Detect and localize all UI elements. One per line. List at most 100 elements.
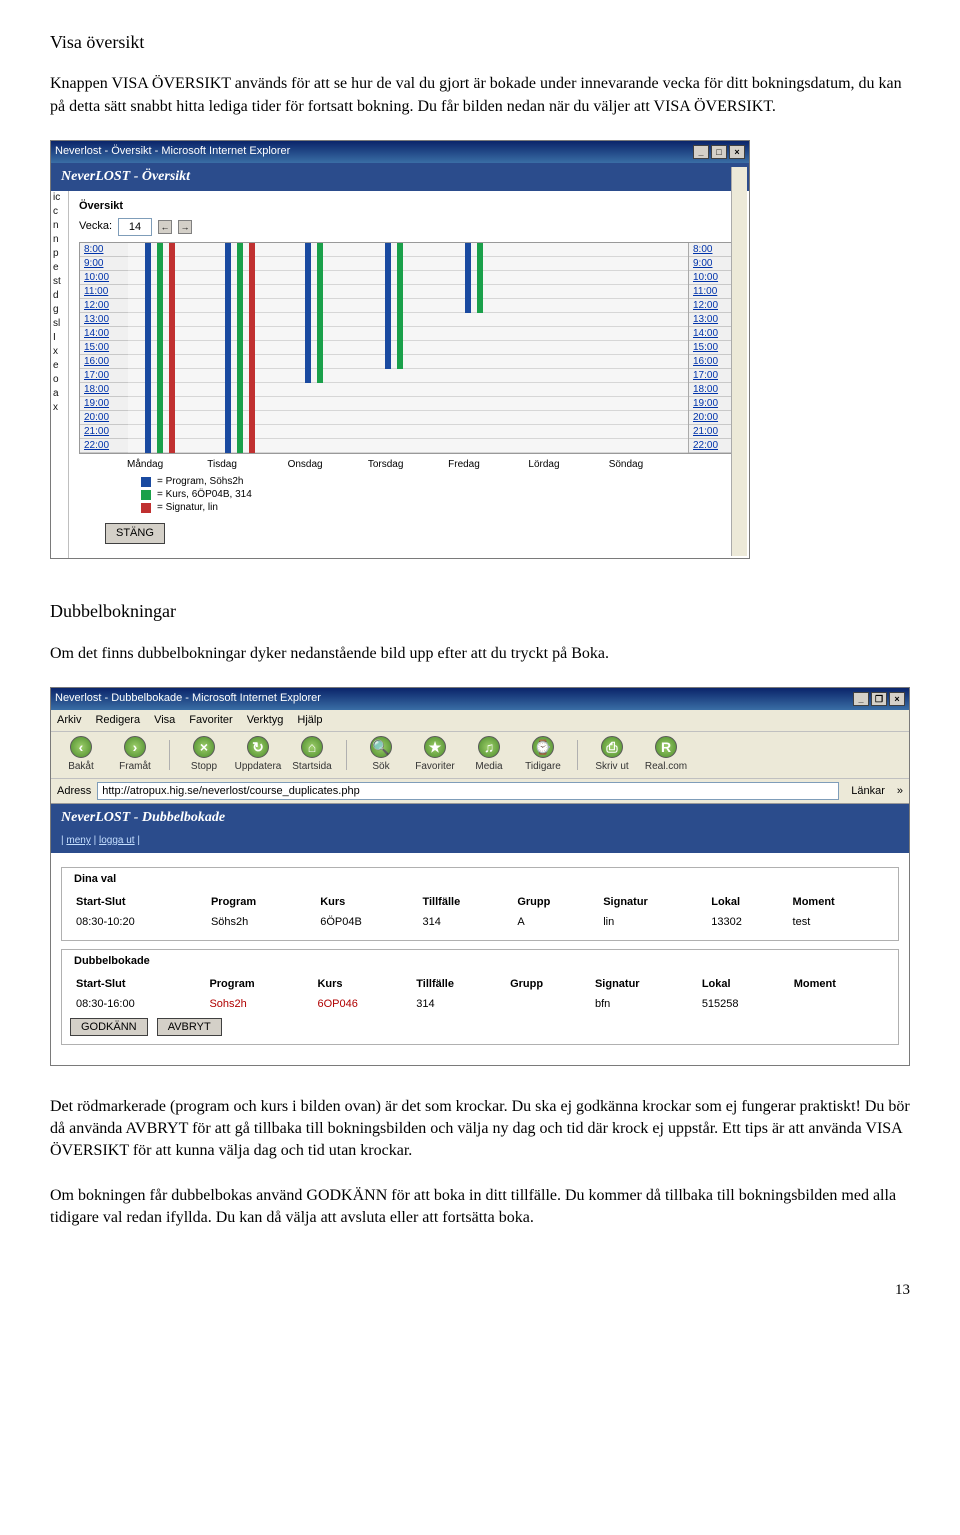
table-cell: test [787, 913, 890, 932]
time-label: 14:00 [689, 327, 736, 341]
window-title-2: Neverlost - Dubbelbokade - Microsoft Int… [55, 691, 321, 706]
column-header: Kurs [311, 975, 410, 994]
column-header: Lokal [705, 893, 786, 912]
table-cell [504, 995, 589, 1014]
table-cell: A [511, 913, 597, 932]
paragraph-3a: Det rödmarkerade (program och kurs i bil… [50, 1096, 910, 1163]
address-bar: Adress Länkar » [51, 779, 909, 804]
time-label: 13:00 [80, 313, 128, 327]
table-cell: bfn [589, 995, 696, 1014]
restore-button-2[interactable]: ❐ [871, 692, 887, 706]
table-cell: lin [597, 913, 705, 932]
nav-logout-link[interactable]: logga ut [99, 835, 135, 846]
paragraph-1: Knappen VISA ÖVERSIKT används för att se… [50, 73, 910, 118]
paragraph-3b: Om bokningen får dubbelbokas använd GODK… [50, 1185, 910, 1230]
time-label: 17:00 [80, 369, 128, 383]
toolbar-button[interactable]: 🔍Sök [357, 736, 405, 774]
time-label: 19:00 [80, 397, 128, 411]
time-label: 19:00 [689, 397, 736, 411]
menu-item[interactable]: Redigera [95, 713, 140, 728]
page-number: 13 [50, 1280, 910, 1301]
table-cell [788, 995, 890, 1014]
day-label: Torsdag [368, 458, 448, 472]
browser-menu-bar[interactable]: Arkiv Redigera Visa Favoriter Verktyg Hjälp [51, 710, 909, 732]
links-label: Länkar [845, 784, 891, 799]
minimize-button[interactable]: _ [693, 145, 709, 159]
toolbar-button[interactable]: ♫Media [465, 736, 513, 774]
table-cell: 6OP046 [311, 995, 410, 1014]
week-prev-button[interactable]: ← [158, 220, 172, 234]
time-label: 18:00 [80, 383, 128, 397]
toolbar-button[interactable]: ×Stopp [180, 736, 228, 774]
toolbar-button[interactable]: ›Framåt [111, 736, 159, 774]
links-chevron-icon[interactable]: » [897, 784, 903, 799]
vertical-scrollbar[interactable] [731, 167, 747, 556]
menu-item[interactable]: Arkiv [57, 713, 81, 728]
time-label: 9:00 [80, 257, 128, 271]
time-label: 21:00 [80, 425, 128, 439]
toolbar-button[interactable]: ⌚Tidigare [519, 736, 567, 774]
menu-item[interactable]: Hjälp [297, 713, 322, 728]
toolbar-button[interactable]: ⌂Startsida [288, 736, 336, 774]
schedule-bar [397, 243, 403, 369]
toolbar-button[interactable]: ★Favoriter [411, 736, 459, 774]
schedule-bar [385, 243, 391, 369]
schedule-bar [249, 243, 255, 453]
left-letter-strip: iccnnpestdgslIxeoax [51, 191, 69, 559]
time-label: 12:00 [80, 299, 128, 313]
week-label: Vecka: [79, 219, 112, 234]
time-label: 14:00 [80, 327, 128, 341]
browser-toolbar[interactable]: ‹Bakåt›Framåt ×Stopp↻Uppdatera⌂Startsida 🔍… [51, 732, 909, 779]
time-label: 20:00 [689, 411, 736, 425]
legend-item: = Kurs, 6ÖP04B, 314 [141, 489, 737, 502]
time-label: 11:00 [689, 285, 736, 299]
week-next-button[interactable]: → [178, 220, 192, 234]
nav-menu-link[interactable]: meny [66, 835, 90, 846]
double-booked-table: Start-SlutProgramKursTillfälleGruppSigna… [70, 975, 890, 1014]
day-label: Onsdag [288, 458, 368, 472]
week-input[interactable] [118, 218, 152, 236]
menu-item[interactable]: Visa [154, 713, 175, 728]
toolbar-button[interactable]: RReal.com [642, 736, 690, 774]
toolbar-button[interactable]: ⎙Skriv ut [588, 736, 636, 774]
time-axis-right: 8:009:0010:0011:0012:0013:0014:0015:0016… [688, 243, 736, 453]
time-label: 15:00 [689, 341, 736, 355]
time-label: 11:00 [80, 285, 128, 299]
schedule-bar [157, 243, 163, 453]
minimize-button-2[interactable]: _ [853, 692, 869, 706]
window-titlebar-2: Neverlost - Dubbelbokade - Microsoft Int… [51, 688, 909, 710]
close-button-2[interactable]: × [889, 692, 905, 706]
menu-item[interactable]: Favoriter [189, 713, 232, 728]
approve-button[interactable]: GODKÄNN [70, 1018, 148, 1036]
window-titlebar: Neverlost - Översikt - Microsoft Interne… [51, 141, 749, 163]
legend-item: = Signatur, lin [141, 502, 737, 515]
table-cell: 314 [410, 995, 504, 1014]
toolbar-button[interactable]: ‹Bakåt [57, 736, 105, 774]
address-input[interactable] [97, 782, 839, 800]
column-header: Kurs [314, 893, 416, 912]
time-label: 9:00 [689, 257, 736, 271]
time-label: 15:00 [80, 341, 128, 355]
time-label: 16:00 [689, 355, 736, 369]
table-row: 08:30-10:20Söhs2h6ÖP04B314Alin13302test [70, 913, 890, 932]
column-header: Program [203, 975, 311, 994]
close-button[interactable]: × [729, 145, 745, 159]
time-label: 10:00 [689, 271, 736, 285]
cancel-button[interactable]: AVBRYT [157, 1018, 222, 1036]
menu-item[interactable]: Verktyg [247, 713, 284, 728]
time-label: 21:00 [689, 425, 736, 439]
time-label: 22:00 [689, 439, 736, 453]
schedule-bar [225, 243, 231, 453]
schedule-bar [477, 243, 483, 313]
toolbar-button[interactable]: ↻Uppdatera [234, 736, 282, 774]
close-overview-button[interactable]: STÄNG [105, 523, 165, 544]
schedule-bar [305, 243, 311, 383]
app-header-2: NeverLOST - Dubbelbokade [51, 804, 909, 832]
maximize-button[interactable]: □ [711, 145, 727, 159]
paragraph-2: Om det finns dubbelbokningar dyker nedan… [50, 643, 910, 665]
column-header: Moment [787, 893, 890, 912]
address-label: Adress [57, 784, 91, 799]
column-header: Program [205, 893, 314, 912]
screenshot-oversikt: Neverlost - Översikt - Microsoft Interne… [50, 140, 750, 559]
column-header: Lokal [696, 975, 788, 994]
